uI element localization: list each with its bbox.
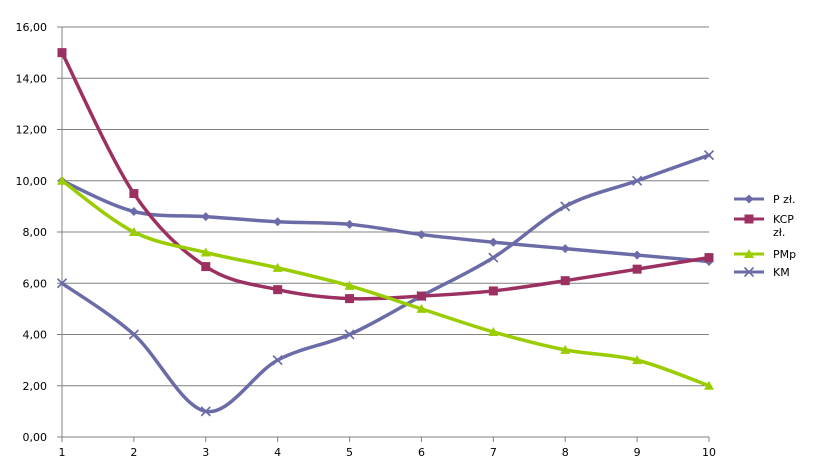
data-point: [703, 150, 715, 161]
legend-item: PMp: [734, 248, 796, 261]
y-tick-label: 16,00: [16, 21, 48, 34]
legend-label: KM: [773, 266, 790, 279]
x-tick-label: 10: [702, 446, 716, 459]
data-point: [200, 406, 211, 417]
data-point: [488, 286, 498, 296]
x-tick-label: 4: [274, 446, 281, 459]
axes: 0,00 2,00 4,00 6,00 8,00 10,00 12,00 14,00 16,00…: [16, 21, 717, 459]
data-point: [345, 294, 355, 304]
x-tick-label: 9: [634, 446, 641, 459]
y-tick-label: 2,00: [23, 380, 48, 393]
series-line: [60, 179, 711, 388]
data-point: [632, 355, 643, 365]
data-point: [632, 250, 642, 260]
data-point: [632, 264, 642, 274]
data-point: [416, 291, 426, 301]
y-tick-label: 6,00: [23, 277, 48, 290]
legend-label: P zł.: [773, 193, 796, 206]
data-point: [57, 175, 67, 185]
y-tick-label: 4,00: [23, 329, 48, 342]
legend-item: KM: [734, 266, 790, 279]
series-3: [57, 175, 714, 390]
data-point: [416, 230, 426, 240]
legend-label: PMp: [773, 248, 796, 261]
legend-item: KCP zł.: [734, 213, 794, 239]
x-tick-label: 5: [346, 446, 353, 459]
grid-lines: [62, 26, 709, 387]
data-point: [201, 262, 211, 272]
y-tick-label: 14,00: [16, 72, 48, 85]
data-point: [201, 212, 211, 222]
data-point: [632, 175, 643, 186]
legend: P zł. KCP zł. PMp KM: [734, 193, 796, 279]
data-point: [56, 278, 68, 289]
data-point: [488, 252, 499, 263]
data-point: [273, 217, 283, 227]
data-point: [560, 201, 571, 212]
data-point: [560, 344, 571, 354]
data-point: [704, 380, 714, 390]
legend-marker: [744, 214, 754, 224]
series-lines: [56, 48, 715, 417]
x-tick-label: 2: [130, 446, 137, 459]
data-point: [345, 219, 355, 229]
data-point: [704, 253, 714, 263]
y-tick-label: 10,00: [16, 175, 48, 188]
data-point: [273, 285, 283, 295]
data-point: [272, 262, 283, 272]
data-point: [272, 355, 283, 366]
x-tick-label: 6: [418, 446, 425, 459]
series-2: [57, 48, 714, 304]
x-tick-label: 1: [59, 446, 66, 459]
y-tick-label: 12,00: [16, 124, 48, 137]
data-point: [200, 247, 211, 257]
series-line: [60, 50, 711, 301]
data-point: [129, 207, 139, 216]
x-tick-label: 8: [562, 446, 569, 459]
y-tick-label: 8,00: [23, 226, 48, 239]
series-line: [60, 153, 711, 414]
data-point: [57, 48, 67, 58]
legend-marker: [743, 266, 755, 278]
x-tick-label: 7: [490, 446, 497, 459]
series-line: [60, 179, 711, 264]
legend-item: P zł.: [734, 193, 796, 206]
data-point: [560, 276, 570, 286]
data-point: [128, 227, 139, 236]
data-point: [344, 280, 355, 290]
x-tick-label: 3: [202, 446, 209, 459]
data-point: [488, 326, 499, 336]
data-point: [344, 329, 355, 340]
series-1: [57, 176, 714, 266]
data-point: [129, 189, 139, 199]
legend-marker: [744, 194, 754, 204]
data-point: [128, 329, 139, 340]
legend-label: KCP zł.: [773, 213, 794, 239]
y-tick-label: 0,00: [23, 431, 48, 444]
data-point: [560, 244, 570, 254]
data-point: [416, 303, 427, 313]
legend-marker: [744, 249, 754, 258]
data-point: [488, 237, 498, 247]
